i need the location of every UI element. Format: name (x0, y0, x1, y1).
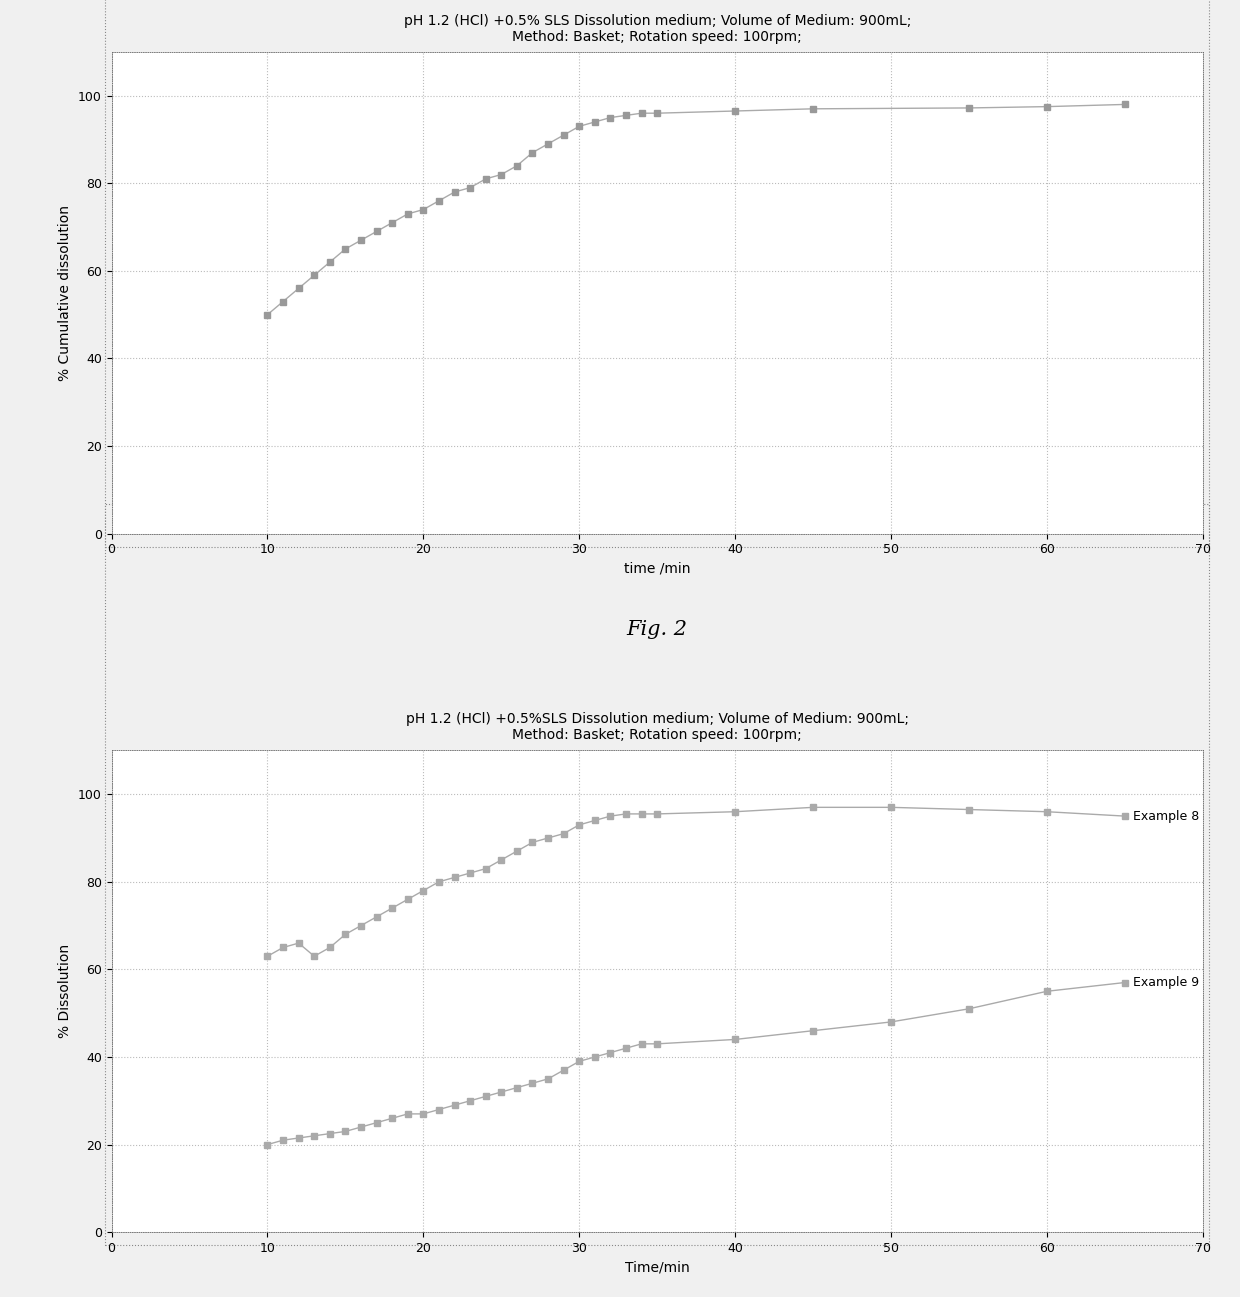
Title: pH 1.2 (HCl) +0.5% SLS Dissolution medium; Volume of Medium: 900mL;
Method: Bask: pH 1.2 (HCl) +0.5% SLS Dissolution mediu… (403, 13, 911, 44)
Text: Example 8: Example 8 (1132, 809, 1199, 822)
Title: pH 1.2 (HCl) +0.5%SLS Dissolution medium; Volume of Medium: 900mL;
Method: Baske: pH 1.2 (HCl) +0.5%SLS Dissolution medium… (405, 712, 909, 742)
Y-axis label: % Dissolution: % Dissolution (58, 944, 72, 1039)
Text: Example 9: Example 9 (1132, 977, 1199, 990)
Text: Fig. 2: Fig. 2 (626, 620, 688, 639)
X-axis label: time /min: time /min (624, 562, 691, 576)
X-axis label: Time/min: Time/min (625, 1261, 689, 1275)
Y-axis label: % Cumulative dissolution: % Cumulative dissolution (58, 205, 72, 381)
